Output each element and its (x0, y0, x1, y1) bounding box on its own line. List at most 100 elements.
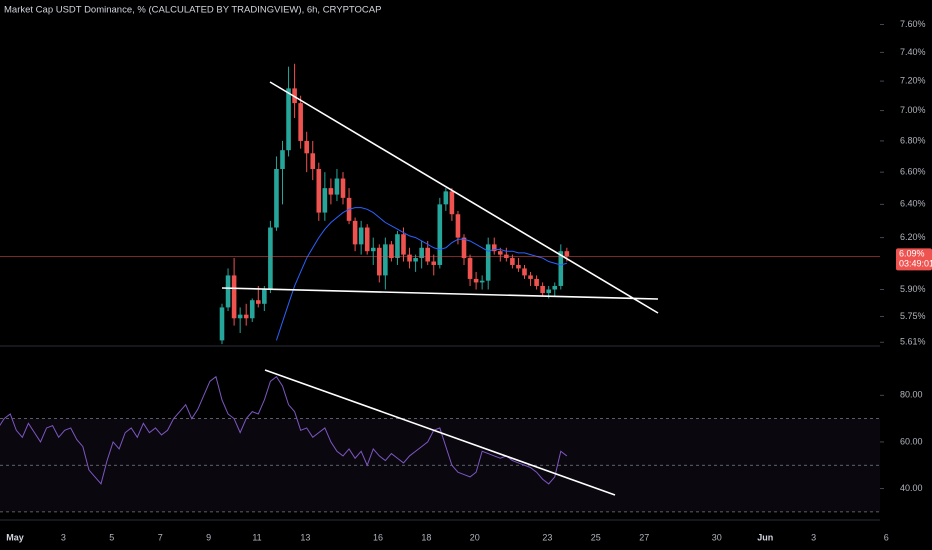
candle-body (334, 178, 340, 195)
x-tick-label: 9 (206, 532, 211, 542)
x-tick-label: 7 (158, 532, 163, 542)
candle-body (358, 227, 364, 245)
rsi-pane (0, 375, 880, 513)
candle-body (383, 244, 388, 276)
candle-body (522, 268, 527, 276)
y-tick-label: 7.00% (900, 105, 926, 115)
x-tick-label: 25 (591, 532, 601, 542)
y-tick-label: 6.80% (900, 135, 926, 145)
x-tick-label: Jun (757, 532, 773, 542)
candle-body (298, 103, 303, 141)
candle-body (304, 140, 309, 154)
x-tick-label: 11 (252, 532, 261, 542)
y-tick-label: 40.00 (900, 483, 923, 493)
candle-body (219, 307, 225, 341)
candle-body (401, 234, 406, 255)
candle-body (455, 214, 461, 238)
chart-title: Market Cap USDT Dominance, % (CALCULATED… (4, 5, 381, 16)
y-tick-label: 60.00 (900, 436, 923, 446)
rsi-trendline (264, 369, 616, 496)
x-tick-label: 3 (61, 532, 66, 542)
y-tick-label: 5.75% (900, 311, 926, 321)
candle-body (262, 289, 267, 304)
candle-body (461, 237, 467, 259)
candle-body (249, 300, 255, 319)
y-tick-label: 5.61% (900, 337, 926, 347)
candle-body (425, 247, 430, 262)
candle-body (395, 234, 400, 259)
y-tick-label: 80.00 (900, 390, 923, 400)
candle-body (473, 278, 479, 283)
candle-body (552, 285, 558, 290)
candle-body (443, 191, 449, 205)
candle-body (225, 275, 231, 308)
last-price-box (896, 248, 932, 271)
candle-body (540, 285, 545, 294)
candle-body (274, 168, 279, 228)
candle-body (268, 227, 273, 290)
y-tick-label: 7.60% (900, 19, 926, 29)
candle-body (449, 191, 455, 215)
candle-body (498, 251, 503, 255)
candle-body (407, 254, 412, 262)
x-tick-label: 16 (373, 532, 383, 542)
candle-body (546, 289, 551, 294)
candle-body (491, 244, 497, 252)
x-tick-label: 20 (470, 532, 480, 542)
y-tick-label: 6.20% (900, 232, 926, 242)
candle-body (467, 258, 473, 279)
countdown-label: 03:49:01 (899, 259, 932, 269)
y-tick-label: 6.60% (900, 167, 926, 177)
upper-trendline (269, 81, 659, 314)
x-tick-label: 30 (712, 532, 722, 542)
candle-body (256, 300, 261, 304)
lower-trendline (221, 287, 659, 300)
axes: 7.60% 7.40% 7.20% 7.00% 6.80% 6.60% 6.40% 6.20%… (6, 19, 932, 542)
candle-body (479, 280, 485, 283)
candle-body (340, 178, 346, 198)
x-tick-label: May (6, 532, 24, 542)
candle-body (437, 204, 443, 265)
candle-body (316, 168, 322, 213)
candle-body (322, 188, 328, 213)
trendlines (221, 81, 659, 496)
moving-average (275, 207, 567, 341)
candle-body (564, 251, 570, 257)
x-tick-label: 5 (109, 532, 114, 542)
candle-body (389, 244, 394, 259)
candle-body (431, 261, 437, 265)
candle-body (280, 150, 285, 169)
candle-body (328, 188, 334, 195)
y-tick-label: 7.20% (900, 75, 926, 85)
candle-body (310, 153, 316, 169)
candle-body (558, 251, 564, 286)
x-tick-label: 23 (542, 532, 552, 542)
x-tick-label: 3 (811, 532, 816, 542)
x-tick-label: 27 (639, 532, 649, 542)
candle-body (286, 88, 291, 151)
candle-body (419, 247, 424, 259)
candle-body (352, 220, 358, 245)
x-tick-label: 18 (421, 532, 431, 542)
candle-body (516, 264, 521, 269)
x-tick-label: 13 (300, 532, 310, 542)
rsi-line (0, 375, 568, 485)
price-pane (0, 63, 880, 345)
last-price-label: 6.09% (899, 249, 925, 259)
candle-body (377, 247, 382, 276)
candle-body (370, 247, 376, 252)
candle-body (485, 244, 491, 281)
candle-body (237, 314, 243, 319)
candle-body (528, 275, 533, 279)
candle-body (413, 258, 418, 262)
y-tick-label: 6.40% (900, 199, 926, 209)
candle-body (243, 314, 249, 319)
y-tick-label: 7.40% (900, 47, 926, 57)
y-tick-label: 5.90% (900, 284, 926, 294)
candle-body (231, 275, 237, 319)
candle-body (364, 227, 370, 252)
candle-body (510, 258, 515, 265)
